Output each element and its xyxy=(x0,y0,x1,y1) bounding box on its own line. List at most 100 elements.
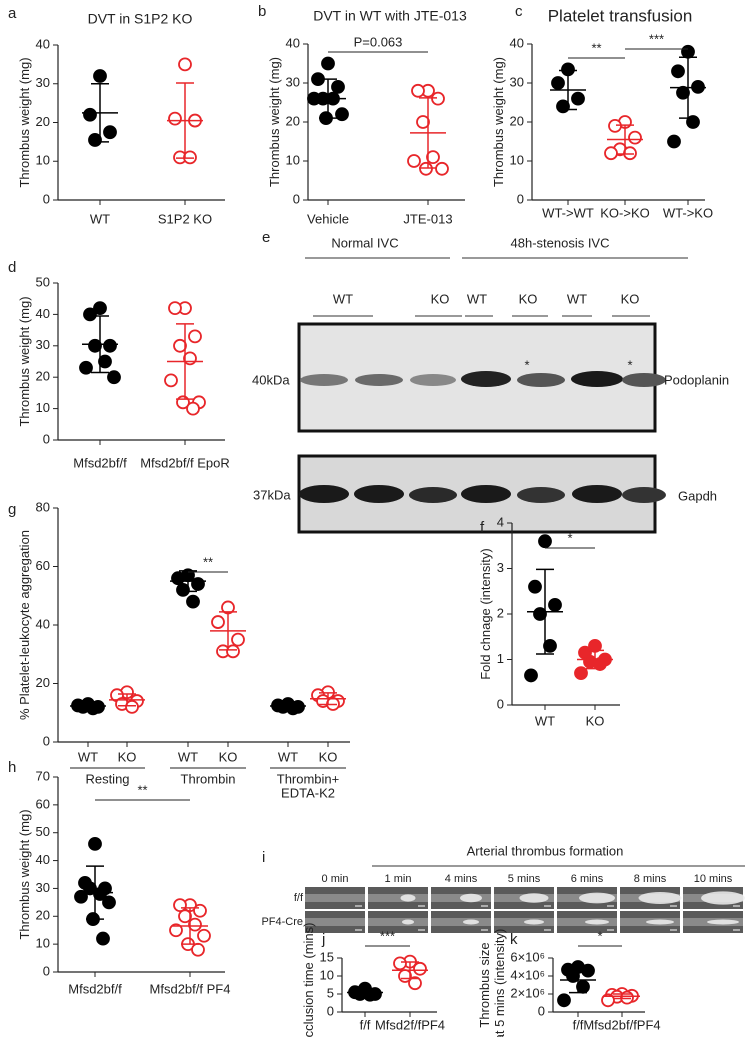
thrombus xyxy=(579,892,615,904)
y-tick-label: 0 xyxy=(43,191,50,206)
y-axis-label: Thrombus weight (mg) xyxy=(17,296,32,426)
y-tick-label: 20 xyxy=(36,675,50,690)
data-point xyxy=(628,130,642,145)
band xyxy=(461,485,511,503)
data-point xyxy=(604,146,618,161)
data-point xyxy=(557,993,571,1008)
y-tick-label: 20 xyxy=(36,114,50,129)
x-tick-label: KO xyxy=(586,713,605,728)
y-tick-label: 2 xyxy=(497,605,504,620)
y-tick-label: 4×10⁶ xyxy=(510,967,545,982)
panel-letter: j xyxy=(321,931,325,948)
time-label: 4 mins xyxy=(445,873,478,885)
vessel xyxy=(305,918,365,926)
band xyxy=(354,485,404,503)
y-tick-label: 30 xyxy=(36,75,50,90)
y-tick-label: 40 xyxy=(36,36,50,51)
data-point xyxy=(197,928,211,943)
thrombus xyxy=(402,919,414,925)
y-tick-label: 10 xyxy=(36,936,50,951)
band xyxy=(622,373,666,387)
x-tick-label: Mfsd2bf/f PF4 xyxy=(150,981,231,996)
data-point xyxy=(186,594,200,609)
panel-letter: e xyxy=(262,229,270,246)
chart: d 0 10 20 30 40 50 Thrombus weight (mg) Mfsd2bf/… xyxy=(8,259,230,470)
data-point xyxy=(125,700,139,714)
group-label: Thrombin+ xyxy=(277,771,340,786)
band xyxy=(355,374,403,386)
data-point xyxy=(435,161,449,176)
significance-label: *** xyxy=(649,31,664,46)
x-tick-label: WT xyxy=(535,713,555,728)
data-point xyxy=(416,115,430,129)
asterisk: * xyxy=(627,357,632,372)
data-point xyxy=(183,150,197,165)
panel-letter: h xyxy=(8,759,16,776)
x-tick-label: f/f xyxy=(573,1017,584,1032)
time-label: 0 min xyxy=(322,873,349,885)
data-point xyxy=(686,115,700,129)
y-tick-label: 10 xyxy=(510,152,524,167)
timelapse-title: Arterial thrombus formation xyxy=(467,843,624,858)
band xyxy=(571,371,623,387)
data-point xyxy=(191,942,205,957)
data-point xyxy=(183,351,197,366)
significance-label: * xyxy=(597,928,602,943)
data-point xyxy=(188,329,202,344)
data-point xyxy=(667,134,681,149)
chart-title: DVT in WT with JTE-013 xyxy=(313,8,467,24)
y-tick-label: 30 xyxy=(36,880,50,895)
data-point xyxy=(178,909,192,924)
chart: k 0 2×10⁶ 4×10⁶ 6×10⁶ Thrombus size at 5 mins … xyxy=(477,928,661,1041)
x-tick-label: S1P2 KO xyxy=(158,211,212,226)
y-axis-label: at 5 mins (intensity) xyxy=(492,929,507,1037)
group-label: Normal IVC xyxy=(331,235,398,250)
y-tick-label: 80 xyxy=(36,499,50,514)
timelapse-panel: i Arterial thrombus formation f/f PF4-Cr… xyxy=(261,843,745,933)
x-tick-label: WT->WT xyxy=(542,205,594,220)
marker-label: 37kDa xyxy=(253,487,291,502)
y-tick-label: 0 xyxy=(43,431,50,446)
chart: b DVT in WT with JTE-013 0 10 20 30 40 Thrombus… xyxy=(258,3,467,226)
data-point xyxy=(321,56,335,71)
data-point xyxy=(566,969,580,983)
band xyxy=(517,487,565,503)
x-tick-label: KO->KO xyxy=(600,205,650,220)
data-point xyxy=(623,146,637,161)
time-label: 1 min xyxy=(385,873,412,885)
data-point xyxy=(83,307,97,322)
x-tick-label: Mfsd2bf/f EpoR xyxy=(140,455,230,470)
data-point xyxy=(543,638,557,653)
y-tick-label: 4 xyxy=(497,514,504,529)
data-point xyxy=(363,987,377,1002)
chart: j 0 5 10 15 Occlusion time (mins) f/f Mfsd2f/fP… xyxy=(301,923,445,1042)
chart: f 0 1 2 3 4 Fold chnage (intensity) WT KO * xyxy=(478,514,620,728)
vessel xyxy=(305,894,365,902)
y-axis-label: Thrombus weight (mg) xyxy=(17,57,32,187)
protein-label: Podoplanin xyxy=(664,372,729,387)
y-axis-label: Occlusion time (mins) xyxy=(301,923,316,1037)
vessel xyxy=(368,894,428,902)
data-point xyxy=(164,373,178,388)
panel-letter: i xyxy=(262,849,265,866)
y-tick-label: 70 xyxy=(36,768,50,783)
y-axis-label: Thrombus weight (mg) xyxy=(17,809,32,939)
data-point xyxy=(93,301,107,316)
y-tick-label: 0 xyxy=(517,191,524,206)
band xyxy=(409,487,457,503)
data-point xyxy=(548,598,562,612)
y-tick-label: 40 xyxy=(286,35,300,50)
data-point xyxy=(103,125,117,140)
data-point xyxy=(178,57,192,72)
data-point xyxy=(551,76,565,90)
chart: c Platelet transfusion 0 10 20 30 40 Thrombus w… xyxy=(491,3,713,220)
y-tick-label: 20 xyxy=(36,369,50,384)
significance-label: ** xyxy=(203,554,213,569)
x-tick-label: WT xyxy=(178,749,198,764)
protein-label: Gapdh xyxy=(678,488,717,503)
y-tick-label: 2×10⁶ xyxy=(510,985,545,1000)
data-point xyxy=(173,338,187,353)
band xyxy=(461,371,511,387)
y-tick-label: 0 xyxy=(43,733,50,748)
time-label: 6 mins xyxy=(571,873,604,885)
